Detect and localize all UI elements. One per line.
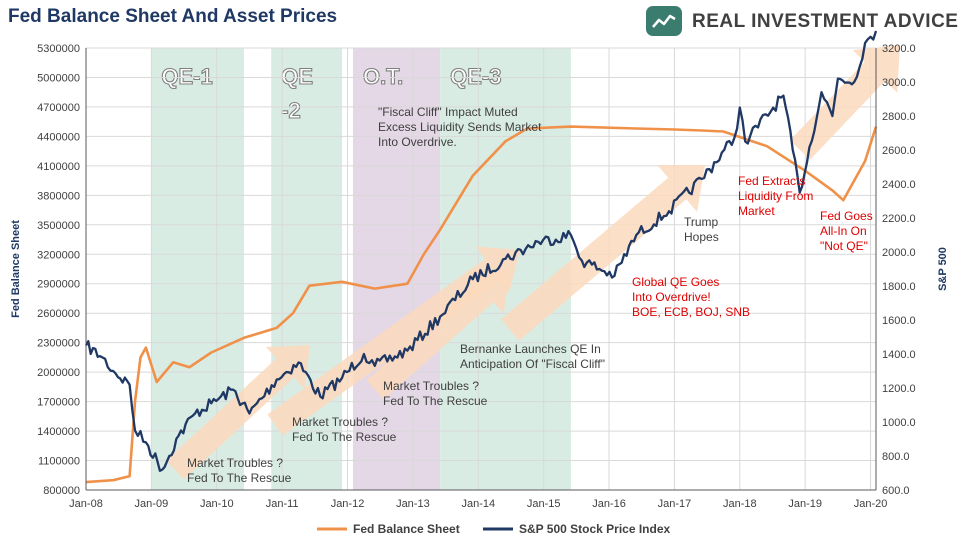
band-label-1: QE-1 [161,64,212,89]
chart-title: Fed Balance Sheet And Asset Prices [8,6,338,27]
y-right-tick-label: 2600.0 [882,145,916,157]
y-right-tick-label: 2200.0 [882,213,916,225]
annotation-line: Into Overdrive! [632,290,711,304]
annotation-line: Market Troubles ? [187,456,283,470]
y-right-tick-label: 1400.0 [882,349,916,361]
brand-name: REAL INVESTMENT ADVICE [692,11,959,32]
trend-arrow [366,270,510,400]
y-right-tick-label: 1800.0 [882,281,916,293]
annotation-line: "Not QE" [820,239,868,253]
annotation-2: Market Troubles ? Fed To The Rescue [292,415,397,444]
y-left-tick-label: 4400000 [37,131,80,143]
annotation-line: Liquidity From [738,189,813,203]
annotation-4: Bernanke Launches QE In Anticipation Of "… [460,342,605,371]
x-tick-label: Jan-20 [854,498,888,510]
band-label-2: QE [281,64,313,89]
annotation-line: Fed Extracts [738,174,805,188]
brand-logo: REAL INVESTMENT ADVICE [646,6,958,40]
annotation-7: Global QE Goes Into Overdrive! BOE, ECB, B… [632,275,750,319]
y-right-tick-label: 1600.0 [882,315,916,327]
legend-label-2: S&P 500 Stock Price Index [519,522,671,536]
trend-arrow [789,45,900,160]
y-left-tick-label: 4700000 [37,102,80,114]
y-right-tick-label: 3000.0 [882,77,916,89]
annotation-6: Trump Hopes [684,215,719,244]
annotation-line: Global QE Goes [632,275,719,289]
y-right-tick-label: 1000.0 [882,417,916,429]
x-tick-label: Jan-19 [788,498,822,510]
annotation-1: Market Troubles ? Fed To The Rescue [187,456,292,485]
x-tick-label: Jan-11 [266,498,299,510]
y-left-tick-label: 5000000 [37,72,80,84]
annotation-line: BOE, ECB, BOJ, SNB [632,305,750,319]
y-right-axis-label: S&P 500 [937,247,949,291]
y-right-tick-label: 3200.0 [882,43,916,55]
y-left-tick-label: 2300000 [37,338,80,350]
annotation-line: Anticipation Of "Fiscal Cliff" [460,357,605,371]
y-left-tick-label: 1100000 [38,456,80,468]
band-label-4: QE-3 [450,64,501,89]
band-label-3: O.T. [363,64,403,89]
x-tick-label: Jan-12 [331,498,365,510]
y-left-axis-label: Fed Balance Sheet [10,220,22,318]
x-tick-label: Jan-18 [723,498,757,510]
x-tick-label: Jan-16 [592,498,626,510]
y-left-tick-label: 1700000 [37,397,80,409]
annotation-3: Market Troubles ? Fed To The Rescue [383,379,488,408]
annotation-line: Market Troubles ? [383,379,479,393]
y-left-tick-label: 3200000 [37,249,80,261]
x-tick-label: Jan-09 [135,498,169,510]
annotation-line: Fed To The Rescue [187,471,292,485]
legend-label-1: Fed Balance Sheet [353,522,460,536]
annotation-line: Bernanke Launches QE In [460,342,601,356]
x-tick-label: Jan-17 [658,498,692,510]
y-left-tick-label: 3500000 [37,220,80,232]
x-tick-label: Jan-14 [461,498,495,510]
sp500-line [84,30,878,472]
x-tick-label: Jan-15 [527,498,561,510]
y-left-tick-label: 3800000 [37,190,80,202]
y-left-tick-label: 800000 [43,485,80,497]
annotation-line: Fed Goes [820,209,873,223]
band-label-2-line2: -2 [281,98,301,123]
y-right-tick-label: 2400.0 [882,179,916,191]
annotation-line: All-In On [820,224,867,238]
chart-badge-icon [646,6,682,36]
trend-arrow [501,165,705,341]
y-left-tick-label: 2000000 [37,367,80,379]
fed-balance-sheet-line [85,125,878,484]
annotation-line: Excess Liquidity Sends Market [378,120,542,134]
y-left-tick-label: 2600000 [37,308,80,320]
annotation-line: Trump [684,215,719,229]
y-left-tick-label: 1400000 [37,426,80,438]
y-right-tick-label: 2000.0 [882,247,916,259]
y-right-tick-label: 1200.0 [882,383,916,395]
band-3 [352,48,441,490]
annotation-line: Fed To The Rescue [292,430,397,444]
y-left-tick-label: 5300000 [37,43,80,55]
annotation-line: Hopes [684,230,719,244]
annotation-line: "Fiscal Cliff" Impact Muted [378,105,518,119]
annotation-5: "Fiscal Cliff" Impact Muted Excess Liquid… [378,105,542,149]
x-tick-label: Jan-13 [396,498,430,510]
annotation-line: Into Overdrive. [378,135,457,149]
x-tick-label: Jan-08 [69,498,103,510]
annotation-9: Fed Goes All-In On "Not QE" [820,209,873,253]
y-right-tick-label: 2800.0 [882,111,916,123]
x-tick-label: Jan-10 [200,498,234,510]
annotation-line: Market [738,204,775,218]
y-left-tick-label: 2900000 [37,279,80,291]
annotation-8: Fed Extracts Liquidity From Market [738,174,813,218]
y-right-tick-label: 800.0 [882,451,910,463]
y-right-tick-label: 600.0 [882,485,910,497]
annotation-line: Market Troubles ? [292,415,388,429]
y-left-tick-label: 4100000 [37,161,80,173]
trend-arrow [166,345,310,480]
annotation-line: Fed To The Rescue [383,394,488,408]
